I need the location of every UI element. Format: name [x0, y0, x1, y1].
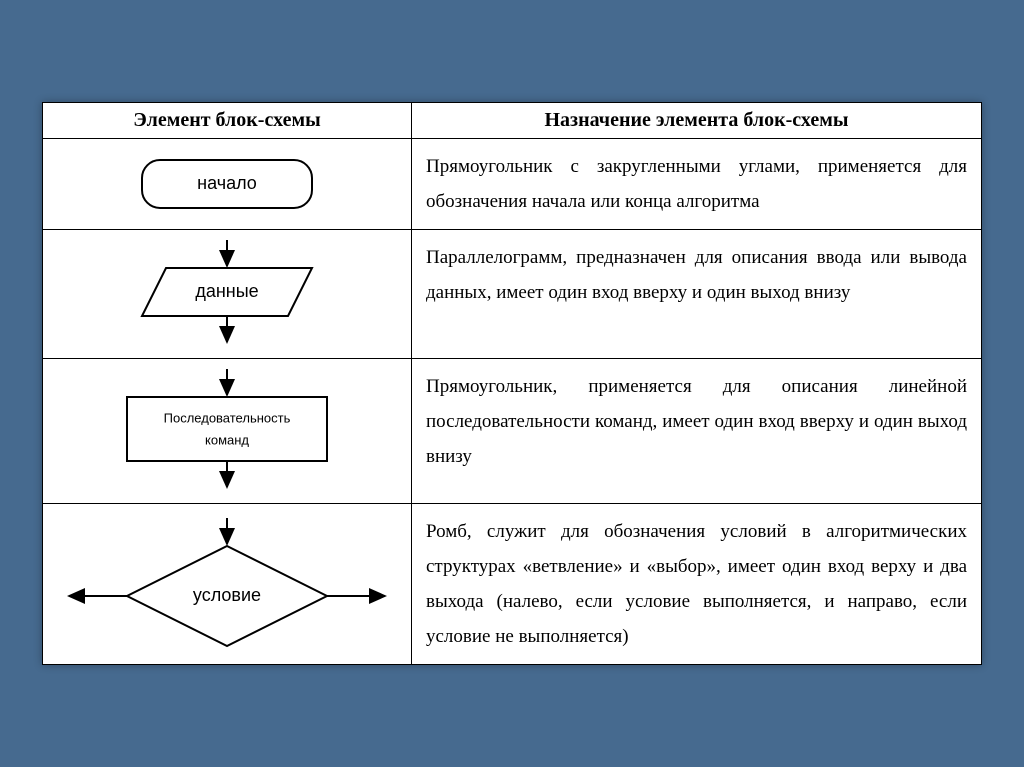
- table-body: начало Прямоугольник с закругленными угла…: [43, 138, 982, 665]
- table-row: Последовательность командПрямоугольник, …: [43, 358, 982, 503]
- shape-cell: условие: [43, 503, 412, 665]
- shape-cell: Последовательность команд: [43, 358, 412, 503]
- description-cell: Параллелограмм, предназначен для описани…: [412, 229, 982, 358]
- svg-text:команд: команд: [205, 432, 249, 447]
- svg-text:условие: условие: [193, 585, 261, 605]
- description-cell: Прямоугольник с закругленными углами, пр…: [412, 138, 982, 229]
- table-row: условие Ромб, служит для обозначения усло…: [43, 503, 982, 665]
- svg-text:начало: начало: [197, 172, 257, 192]
- table-row: начало Прямоугольник с закругленными угла…: [43, 138, 982, 229]
- svg-text:Последовательность: Последовательность: [164, 410, 291, 425]
- flowchart-table: Элемент блок-схемы Назначение элемента б…: [42, 102, 982, 666]
- shape-cell: данные: [43, 229, 412, 358]
- description-cell: Прямоугольник, применяется для описания …: [412, 358, 982, 503]
- page-container: Элемент блок-схемы Назначение элемента б…: [42, 102, 982, 666]
- description-cell: Ромб, служит для обозначения условий в а…: [412, 503, 982, 665]
- svg-text:данные: данные: [195, 281, 258, 301]
- shape-cell: начало: [43, 138, 412, 229]
- header-left: Элемент блок-схемы: [43, 102, 412, 138]
- header-right: Назначение элемента блок-схемы: [412, 102, 982, 138]
- table-row: данные Параллелограмм, предназначен для о…: [43, 229, 982, 358]
